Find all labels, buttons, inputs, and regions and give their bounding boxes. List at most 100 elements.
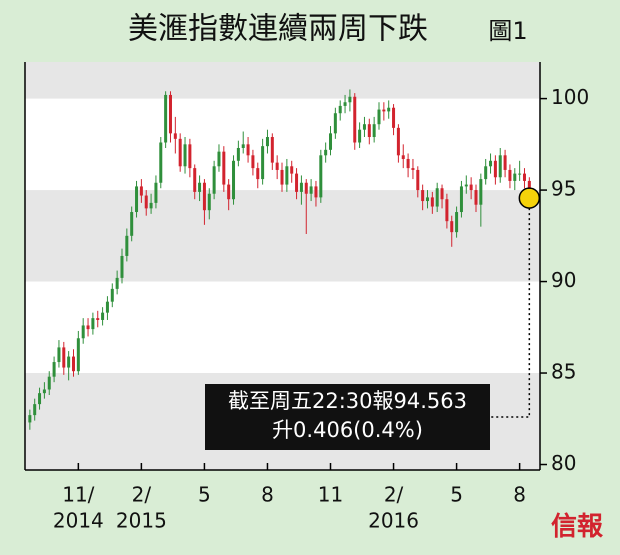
candle-body xyxy=(503,155,507,170)
candle-body xyxy=(411,168,415,170)
x-tick-label: 2016 xyxy=(368,509,419,533)
candle-body xyxy=(353,96,357,143)
candle-body xyxy=(324,149,328,156)
candle-body xyxy=(42,389,46,394)
candle-body xyxy=(202,182,206,211)
candle-body xyxy=(435,188,439,207)
candle-body xyxy=(130,212,134,236)
candle-body xyxy=(265,137,269,147)
candle-body xyxy=(251,155,255,169)
x-tick-label: 5 xyxy=(198,483,211,507)
candle-body xyxy=(139,186,143,196)
candle-body xyxy=(299,182,303,192)
candle-body xyxy=(105,301,109,313)
annotation-box xyxy=(205,384,490,450)
candle-body xyxy=(261,146,265,180)
candle-body xyxy=(362,124,366,130)
y-tick-label: 85 xyxy=(551,360,576,384)
candle-body xyxy=(338,105,342,114)
candle-body xyxy=(290,166,294,174)
candle-body xyxy=(479,179,483,205)
candle-body xyxy=(455,212,459,233)
candle-body xyxy=(348,96,352,103)
candle-body xyxy=(469,184,473,191)
candle-body xyxy=(144,195,148,209)
candle-body xyxy=(168,94,172,134)
annotation-text: 升0.406(0.4%) xyxy=(272,418,423,442)
candle-body xyxy=(159,142,163,183)
x-tick-label: 2/ xyxy=(384,483,404,507)
candle-body xyxy=(227,184,231,200)
candle-body xyxy=(71,356,75,372)
x-tick-label: 11/ xyxy=(62,483,94,507)
candle-body xyxy=(309,186,313,194)
candle-body xyxy=(38,393,42,405)
candle-body xyxy=(392,107,396,128)
candle-body xyxy=(314,186,318,198)
figure-label: 圖1 xyxy=(488,17,527,45)
chart-title: 美滙指數連續兩周下跌 xyxy=(128,12,428,47)
plot-area: 80 85 90 95 100 11/2014 2/2015 5 8 11 2/2016 5 8 截至周五… xyxy=(24,62,589,533)
candle-body xyxy=(52,362,56,377)
candle-body xyxy=(377,109,381,125)
candle-body xyxy=(96,318,100,320)
candle-body xyxy=(241,144,245,148)
candle-body xyxy=(450,221,454,233)
candle-body xyxy=(372,124,376,138)
candle-body xyxy=(489,160,493,167)
candle-body xyxy=(164,94,168,143)
leader-line xyxy=(490,198,531,418)
candle-body xyxy=(115,277,119,289)
candle-body xyxy=(304,182,308,194)
brand: 信報 xyxy=(551,512,604,542)
candle-body xyxy=(513,173,517,181)
candle-body xyxy=(464,184,468,187)
x-tick-label: 2014 xyxy=(53,509,104,533)
candle-body xyxy=(295,173,299,192)
candle-body xyxy=(508,169,512,181)
candle-body xyxy=(67,356,71,368)
candle-body xyxy=(416,169,420,191)
candle-body xyxy=(154,182,158,203)
candle-body xyxy=(217,151,221,167)
annotation-text: 截至周五22:30報94.563 xyxy=(228,389,467,413)
candle-body xyxy=(246,144,250,156)
candle-body xyxy=(188,144,192,169)
y-tick-label: 80 xyxy=(551,451,576,475)
candle-body xyxy=(343,102,347,106)
band xyxy=(25,464,540,470)
candle-body xyxy=(57,347,61,363)
candle-body xyxy=(459,186,463,213)
candle-body xyxy=(207,193,211,211)
candle-body xyxy=(222,151,226,185)
candle-body xyxy=(484,166,488,180)
x-tick-label: 8 xyxy=(513,483,526,507)
candle-body xyxy=(333,113,337,134)
candle-body xyxy=(193,168,197,192)
candle-body xyxy=(91,318,95,330)
y-tick-label: 90 xyxy=(551,268,576,292)
x-tick-label: 8 xyxy=(261,483,274,507)
candle-body xyxy=(173,133,177,139)
candle-body xyxy=(135,186,139,213)
candle-body xyxy=(232,160,236,200)
candle-body xyxy=(285,166,289,185)
candle-body xyxy=(518,173,522,175)
candle-body xyxy=(358,129,362,143)
candle-body xyxy=(319,155,323,198)
band xyxy=(25,190,540,282)
candle-body xyxy=(62,347,66,368)
candle-body xyxy=(329,133,333,150)
candle-body xyxy=(101,312,105,320)
candle-body xyxy=(149,202,153,209)
candle-body xyxy=(76,338,80,372)
candle-body xyxy=(401,155,405,159)
candle-body xyxy=(280,169,284,185)
candle-body xyxy=(445,199,449,222)
candle-body xyxy=(28,415,32,423)
candle-body xyxy=(47,376,51,390)
x-tick-label: 2/ xyxy=(132,483,152,507)
candle-body xyxy=(382,109,386,112)
candle-body xyxy=(256,168,260,180)
